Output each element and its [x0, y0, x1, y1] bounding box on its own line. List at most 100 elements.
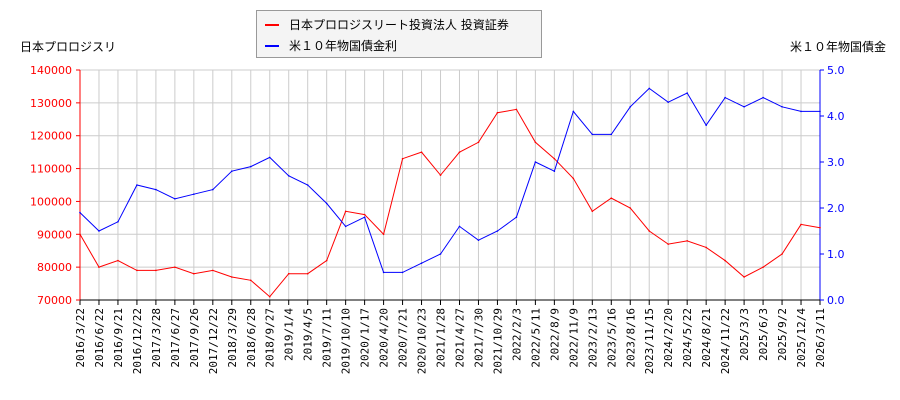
data-point: [344, 210, 347, 213]
data-point: [572, 110, 575, 113]
x-tick-label: 2017/3/28: [150, 308, 163, 368]
x-tick-label: 2023/11/15: [643, 308, 656, 374]
data-point: [344, 225, 347, 228]
legend-swatch: [265, 44, 279, 47]
data-point: [155, 188, 157, 191]
data-point: [458, 151, 461, 153]
data-point: [230, 276, 233, 278]
y-right-tick-label: 3.0: [827, 156, 845, 169]
y-right-tick-label: 2.0: [827, 202, 845, 215]
x-tick-label: 2016/6/22: [93, 308, 106, 368]
x-tick-label: 2024/11/22: [719, 308, 732, 374]
data-point: [496, 111, 499, 114]
data-point: [629, 106, 632, 108]
data-point: [705, 246, 707, 249]
data-point: [553, 170, 556, 172]
data-point: [572, 177, 575, 180]
data-point: [686, 240, 688, 242]
data-point: [477, 141, 480, 144]
data-point: [174, 198, 176, 200]
data-point: [762, 96, 764, 99]
data-point: [325, 202, 328, 205]
y-left-tick-label: 130000: [30, 97, 72, 110]
x-tick-label: 2016/9/21: [112, 308, 125, 368]
legend-label: 日本プロロジスリート投資法人 投資証券: [289, 18, 509, 32]
x-tick-label: 2016/12/22: [131, 308, 144, 374]
x-tick-label: 2024/5/22: [681, 308, 694, 368]
x-tick-label: 2022/11/9: [567, 308, 580, 368]
legend-label: 米１０年物国債金利: [289, 39, 398, 53]
data-point: [515, 216, 518, 218]
data-point: [439, 253, 442, 255]
x-tick-label: 2018/9/27: [264, 308, 277, 368]
data-point: [724, 96, 726, 99]
x-tick-label: 2017/12/22: [207, 308, 220, 374]
series-line-reit: [79, 108, 821, 298]
x-tick-label: 2021/4/27: [453, 308, 466, 368]
x-tick-label: 2020/1/17: [359, 308, 372, 368]
data-point: [98, 266, 100, 268]
data-point: [458, 225, 461, 228]
data-point: [306, 184, 309, 186]
data-point: [174, 266, 176, 268]
data-point: [306, 272, 309, 275]
data-point: [667, 101, 670, 103]
data-point: [363, 213, 366, 216]
x-tick-label: 2025/3/3: [738, 308, 751, 361]
y-right-tick-label: 0.0: [827, 294, 845, 307]
x-tick-label: 2019/1/4: [283, 308, 296, 361]
data-point: [287, 272, 290, 275]
data-point: [325, 259, 328, 262]
data-point: [420, 262, 423, 265]
data-point: [667, 243, 670, 245]
data-point: [819, 226, 821, 229]
data-point: [800, 110, 802, 113]
x-tick-label: 2020/4/20: [378, 308, 391, 368]
legend-swatch: [265, 23, 279, 26]
data-point: [648, 87, 651, 90]
x-tick-label: 2016/3/22: [74, 308, 87, 368]
data-point: [98, 230, 100, 232]
data-point: [705, 124, 707, 126]
x-tick-label: 2026/3/11: [814, 308, 827, 368]
x-tick-label: 2019/10/10: [340, 308, 353, 374]
data-point: [477, 239, 480, 241]
data-point: [686, 92, 688, 94]
data-point: [819, 110, 821, 113]
y-right-tick-label: 1.0: [827, 248, 845, 261]
data-point: [382, 271, 385, 274]
y-left-tick-label: 100000: [30, 195, 72, 208]
data-point: [401, 157, 404, 160]
x-tick-label: 2024/8/21: [700, 308, 713, 368]
x-tick-label: 2020/7/21: [397, 308, 410, 368]
data-point: [534, 141, 537, 144]
x-tick-label: 2021/1/28: [435, 308, 448, 368]
data-point: [743, 276, 745, 278]
y-left-tick-label: 120000: [30, 130, 72, 143]
data-point: [724, 259, 726, 262]
x-tick-label: 2017/6/27: [169, 308, 182, 368]
data-point: [79, 233, 81, 236]
x-tick-label: 2022/5/11: [529, 308, 542, 368]
x-tick-label: 2025/12/4: [795, 308, 808, 368]
data-point: [401, 271, 404, 274]
data-point: [610, 197, 613, 199]
data-point: [212, 188, 214, 191]
data-point: [439, 174, 442, 176]
x-tick-label: 2021/10/29: [491, 308, 504, 374]
left-axis-label: 日本プロロジスリ: [20, 40, 117, 54]
data-point: [591, 133, 594, 136]
x-tick-label: 2018/3/29: [226, 308, 239, 368]
data-point: [136, 184, 138, 186]
data-point: [800, 223, 802, 226]
data-point: [515, 108, 518, 111]
data-point: [193, 272, 195, 275]
series-line-yield: [79, 87, 820, 273]
data-point: [781, 106, 783, 108]
data-point: [268, 295, 271, 298]
x-tick-label: 2024/2/20: [662, 308, 675, 368]
data-point: [249, 279, 252, 282]
y-right-tick-label: 5.0: [827, 64, 845, 77]
